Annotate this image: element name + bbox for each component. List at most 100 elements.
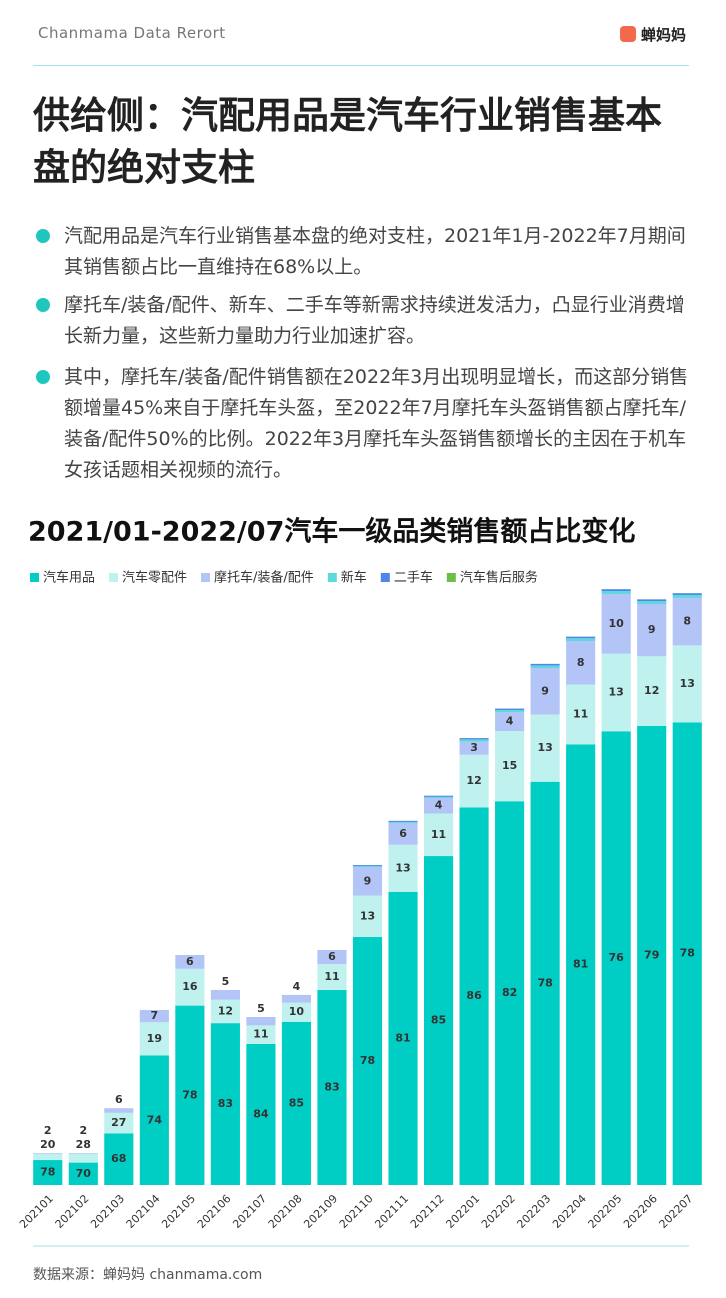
data-label: 9 <box>648 623 656 636</box>
data-label: 12 <box>644 684 659 697</box>
bar-segment <box>423 856 454 1185</box>
x-tick-label: 202207 <box>657 1192 696 1231</box>
data-label: 79 <box>644 949 659 962</box>
bar-segment <box>637 599 667 602</box>
data-label: 9 <box>541 684 549 697</box>
data-label: 11 <box>324 970 339 983</box>
bar-segment <box>104 1112 134 1134</box>
data-label: 2 <box>79 1124 87 1137</box>
data-label: 15 <box>502 759 517 772</box>
bar-segment <box>601 589 631 591</box>
bar-segment <box>388 823 418 845</box>
bar-segment <box>139 1022 169 1056</box>
bar-segment <box>388 820 418 822</box>
bar-segment <box>175 1005 205 1185</box>
bar-segment <box>175 968 205 1006</box>
data-label: 8 <box>683 615 691 628</box>
bar-segment <box>566 744 596 1185</box>
bullet: 其中，摩托车/装备/配件销售额在2022年3月出现明显增长，而这部分销售额增量4… <box>36 362 690 486</box>
bar-segment <box>637 726 667 1185</box>
data-label: 12 <box>466 774 481 787</box>
bar-segment <box>317 950 347 965</box>
legend-label: 二手车 <box>394 570 433 586</box>
data-label: 85 <box>289 1096 304 1109</box>
bar-segment <box>566 638 596 641</box>
x-tick-label: 202111 <box>372 1192 411 1231</box>
bar-segment <box>246 1043 276 1185</box>
bar-segment <box>246 1017 276 1026</box>
data-label: 7 <box>151 1009 159 1022</box>
bar-segment <box>459 741 489 755</box>
bar-segment <box>68 1162 98 1185</box>
bar-segment <box>33 1153 63 1154</box>
page-title: 供给侧：汽配用品是汽车行业销售基本盘的绝对支柱 <box>33 94 662 189</box>
bullet: 摩托车/装备/配件、新车、二手车等新需求持续迸发活力，凸显行业消费增长新力量，这… <box>36 290 690 352</box>
legend-swatch <box>109 573 119 582</box>
bar-segment <box>672 597 702 646</box>
legend-swatch <box>446 573 456 582</box>
bar-segment <box>566 636 596 639</box>
bar-segment <box>672 722 702 1185</box>
bar-segment <box>637 656 667 727</box>
data-label: 5 <box>257 1002 265 1015</box>
bar-segment <box>352 936 383 1185</box>
bar-segment <box>104 1108 134 1113</box>
data-label: 3 <box>470 741 478 754</box>
x-tick-label: 202108 <box>266 1192 305 1231</box>
data-label: 78 <box>360 1054 375 1067</box>
data-label: 2 <box>44 1124 52 1137</box>
bar-segment <box>530 665 560 668</box>
data-label: 28 <box>76 1138 91 1151</box>
bar-segment <box>566 684 596 745</box>
data-label: 10 <box>609 617 625 630</box>
bar-segment <box>423 795 454 797</box>
data-label: 8 <box>577 656 585 669</box>
bar-segment <box>423 813 454 857</box>
bar-segment <box>139 1055 169 1185</box>
brand: Chanmama Data Rerort <box>38 24 226 42</box>
bar-segment <box>530 714 560 782</box>
data-label: 9 <box>364 874 372 887</box>
x-tick-label: 202106 <box>195 1192 234 1231</box>
bar-segment <box>423 796 454 798</box>
bar-segment <box>566 641 596 685</box>
bar-segment <box>601 593 631 654</box>
data-label: 4 <box>435 799 443 812</box>
legend-label: 汽车用品 <box>43 570 95 586</box>
bar-segment <box>281 994 312 1003</box>
data-label: 27 <box>111 1116 126 1129</box>
x-tick-label: 202112 <box>408 1192 447 1231</box>
x-tick-label: 202105 <box>159 1192 198 1231</box>
logo: 蝉妈妈 <box>620 24 686 45</box>
data-label: 13 <box>609 685 624 698</box>
x-tick-label: 202205 <box>586 1192 625 1231</box>
bar-segment <box>210 1023 240 1185</box>
x-tick-label: 202204 <box>550 1192 589 1231</box>
bar-segment <box>388 844 418 892</box>
data-label: 76 <box>609 951 625 964</box>
x-tick-label: 202203 <box>514 1192 553 1231</box>
bar-segment <box>637 601 667 604</box>
x-tick-label: 202110 <box>337 1192 376 1231</box>
legend-swatch <box>327 573 337 582</box>
x-tick-label: 202104 <box>124 1192 163 1231</box>
legend-swatch <box>380 573 390 582</box>
data-label: 86 <box>466 989 482 1002</box>
data-label: 78 <box>182 1088 197 1101</box>
data-label: 19 <box>147 1032 162 1045</box>
chart-title: 2021/01-2022/07汽车一级品类销售额占比变化 <box>28 516 635 548</box>
bar-segment <box>317 964 347 990</box>
chart: 2021/01-2022/07汽车一级品类销售额占比变化 汽车用品 汽车零配件 摩托… <box>17 516 702 1247</box>
legend-label: 汽车售后服务 <box>460 570 538 586</box>
bar-segment <box>495 709 525 713</box>
bar-segment <box>459 807 489 1185</box>
bar-segment <box>495 712 525 732</box>
bar-segment <box>530 668 560 715</box>
bar-segment <box>530 781 560 1185</box>
bar-segment <box>210 999 240 1024</box>
bar-segment <box>459 738 489 740</box>
data-label: 83 <box>218 1097 233 1110</box>
bar-segment <box>246 1025 276 1044</box>
data-label: 11 <box>253 1028 268 1041</box>
bar-segment <box>33 1153 63 1161</box>
